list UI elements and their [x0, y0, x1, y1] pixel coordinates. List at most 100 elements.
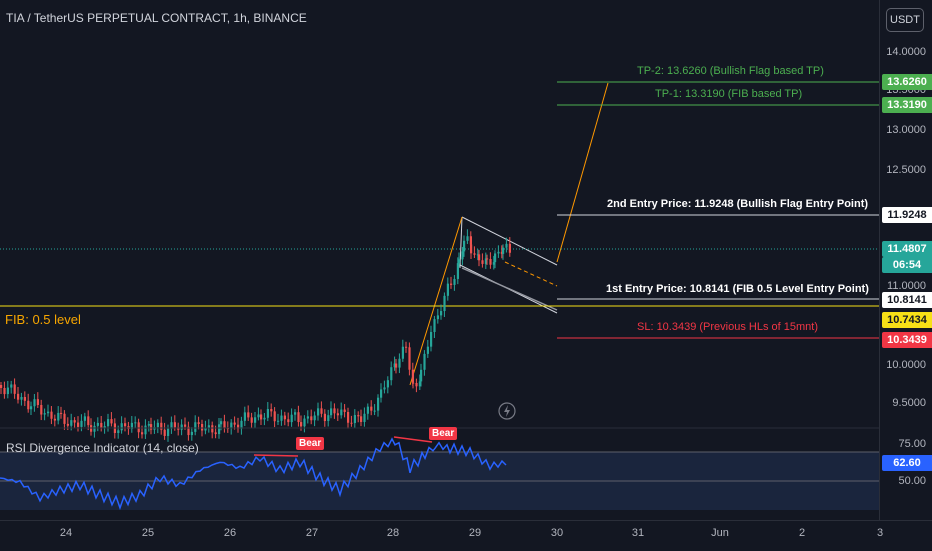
candle-body [163, 429, 166, 436]
candle-body [366, 406, 369, 414]
candle-body [478, 254, 481, 261]
rsi-tick: 75.00 [898, 438, 926, 450]
time-tick: 31 [631, 527, 645, 539]
time-tick: 3 [876, 527, 884, 539]
fib-annotation: FIB: 0.5 level [5, 312, 81, 327]
candle-body [83, 416, 86, 421]
candle-body [303, 418, 306, 427]
time-tick: 2 [798, 527, 806, 539]
candle-body [360, 416, 363, 422]
candle-body [466, 236, 469, 241]
tp2-annotation: TP-2: 13.6260 (Bullish Flag based TP) [637, 65, 824, 77]
candle-body [505, 243, 508, 248]
candle-body [254, 417, 257, 423]
countdown-tag: 06:54 [882, 257, 932, 273]
candle-body [50, 411, 53, 419]
candle-body [226, 428, 229, 430]
candle-body [357, 415, 360, 417]
candle-body [211, 425, 214, 433]
candle-body [463, 240, 466, 252]
candles-group [0, 229, 511, 442]
candle-body [73, 420, 76, 423]
candle-body [201, 423, 204, 431]
candle-body [273, 411, 276, 422]
candle-body [446, 283, 449, 296]
candle-body [280, 415, 283, 421]
candle-body [373, 410, 376, 412]
candle-body [317, 408, 320, 416]
candle-body [426, 346, 429, 354]
candle-body [347, 412, 350, 423]
time-axis[interactable] [0, 520, 932, 551]
candle-body [30, 406, 33, 410]
chart-canvas[interactable] [0, 0, 880, 520]
currency-selector[interactable]: USDT [886, 8, 924, 32]
candle-body [320, 408, 323, 414]
candle-body [377, 397, 380, 411]
time-tick: Jun [711, 527, 729, 539]
candle-body [423, 353, 426, 370]
candle-body [257, 414, 260, 418]
current-price-tag: 11.4807 [882, 241, 932, 257]
bear-label-1: Bear [296, 437, 325, 450]
candle-body [237, 424, 240, 429]
rsi-indicator-label[interactable]: RSI Divergence Indicator (14, close) [6, 441, 199, 455]
candle-body [10, 384, 13, 388]
candle-body [233, 422, 236, 425]
candle-body [240, 420, 243, 429]
time-tick: 26 [223, 527, 237, 539]
candle-body [120, 423, 123, 431]
alert-icon[interactable] [498, 402, 516, 420]
entry1-price-tag: 10.8141 [882, 292, 932, 308]
candle-body [220, 421, 223, 425]
candle-body [405, 346, 408, 348]
candle-body [170, 422, 173, 429]
flag-left-line [459, 216, 463, 269]
candle-body [443, 295, 446, 312]
candle-body [436, 315, 439, 320]
candle-body [87, 416, 90, 426]
rsi-current-tag: 62.60 [882, 455, 932, 471]
candle-body [353, 415, 356, 424]
candle-body [458, 259, 461, 264]
candle-body [124, 423, 127, 427]
candle-body [453, 278, 456, 285]
flag-dashed-line [504, 261, 558, 287]
candle-body [473, 253, 476, 255]
candle-body [243, 412, 246, 421]
candle-body [17, 393, 20, 400]
sl-annotation: SL: 10.3439 (Previous HLs of 15mnt) [637, 321, 818, 333]
candle-body [27, 400, 30, 410]
candle-body [287, 419, 290, 423]
candle-body [36, 399, 39, 405]
candle-body [40, 404, 43, 415]
candle-body [134, 422, 137, 424]
candle-body [270, 408, 273, 412]
fib-price-tag: 10.7434 [882, 312, 932, 328]
candle-body [370, 406, 373, 411]
price-chart[interactable] [0, 0, 880, 520]
candle-body [266, 408, 269, 418]
candle-body [508, 243, 511, 253]
symbol-title[interactable]: TIA / TetherUS PERPETUAL CONTRACT, 1h, B… [6, 11, 307, 25]
candle-body [330, 408, 333, 416]
price-tick: 12.5000 [886, 164, 926, 176]
candle-body [313, 415, 316, 421]
candle-body [277, 420, 280, 422]
candle-body [180, 424, 183, 430]
candle-body [23, 397, 26, 401]
candle-body [247, 412, 250, 418]
rsi-line [0, 437, 507, 511]
candle-body [33, 399, 36, 407]
price-tick: 13.0000 [886, 124, 926, 136]
candle-body [386, 380, 389, 388]
candle-body [497, 251, 500, 254]
candle-body [263, 417, 266, 420]
candle-body [156, 422, 159, 428]
candle-body [380, 389, 383, 398]
price-axis[interactable]: USDT 14.0000 13.5000 13.0000 12.5000 10.… [879, 0, 932, 520]
candle-body [336, 413, 339, 416]
time-tick: 25 [141, 527, 155, 539]
candle-body [481, 260, 484, 264]
entry2-annotation: 2nd Entry Price: 11.9248 (Bullish Flag E… [607, 198, 869, 210]
